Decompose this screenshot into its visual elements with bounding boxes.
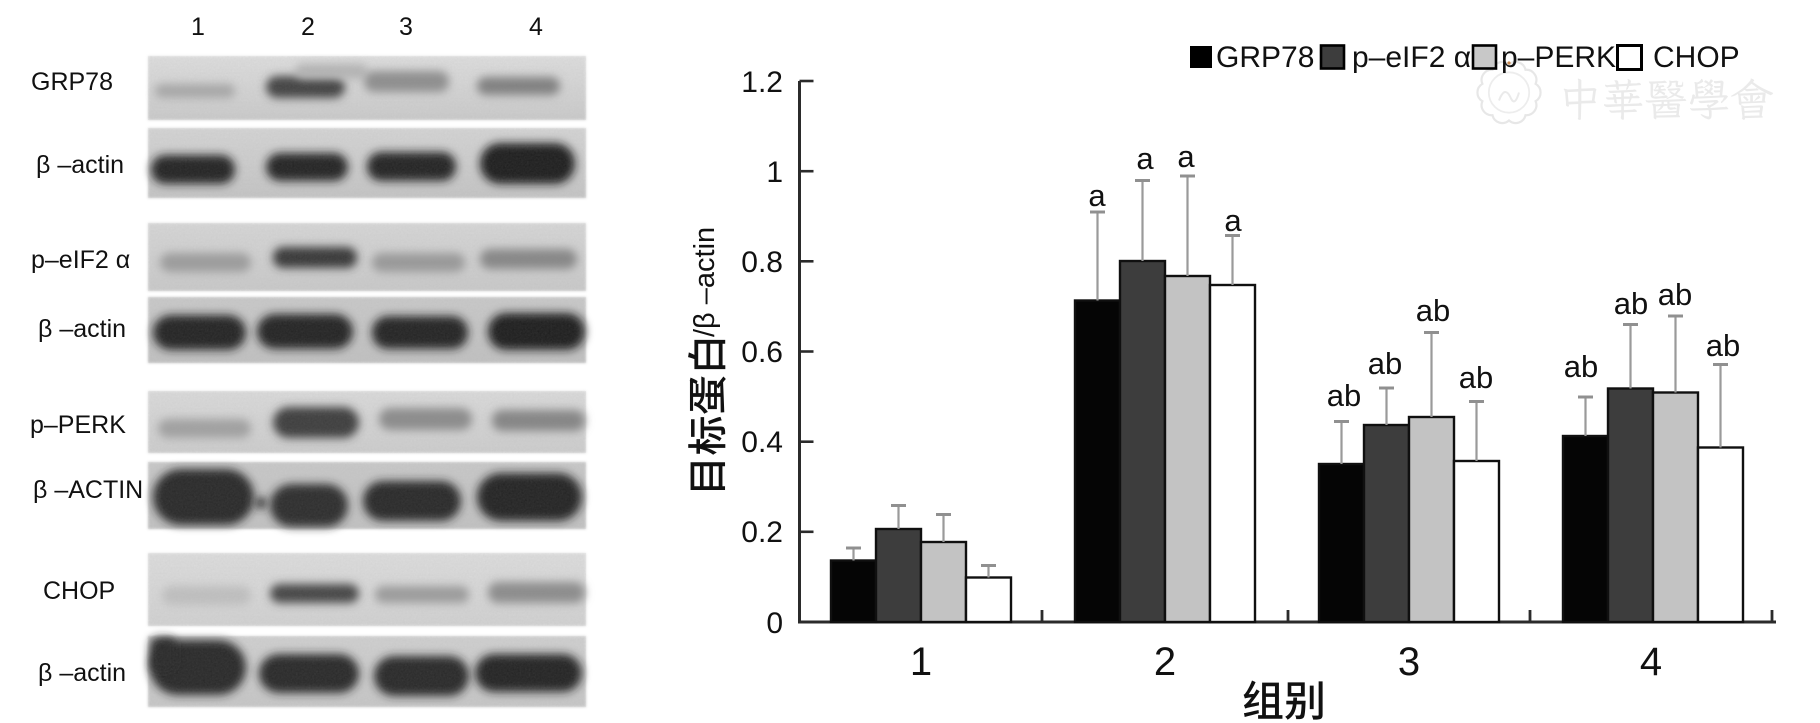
svg-text:ab: ab bbox=[1564, 349, 1598, 384]
svg-text:GRP78: GRP78 bbox=[1216, 41, 1314, 74]
svg-text:1.2: 1.2 bbox=[741, 66, 783, 99]
svg-text:0.4: 0.4 bbox=[741, 426, 783, 459]
svg-text:ab: ab bbox=[1706, 328, 1740, 363]
svg-text:0.6: 0.6 bbox=[741, 336, 783, 369]
svg-text:1: 1 bbox=[766, 156, 783, 189]
svg-text:0.2: 0.2 bbox=[741, 516, 783, 549]
svg-text:3: 3 bbox=[1398, 640, 1420, 684]
svg-text:ab: ab bbox=[1658, 277, 1692, 312]
svg-text:ab: ab bbox=[1368, 346, 1402, 381]
svg-text:CHOP: CHOP bbox=[1653, 41, 1740, 74]
svg-text:0: 0 bbox=[766, 607, 783, 640]
svg-text:ab: ab bbox=[1327, 378, 1361, 413]
svg-text:2: 2 bbox=[1154, 640, 1176, 684]
svg-text:ab: ab bbox=[1614, 286, 1648, 321]
svg-text:a: a bbox=[1136, 141, 1154, 176]
svg-text:1: 1 bbox=[910, 640, 932, 684]
svg-text:p–PERK: p–PERK bbox=[1501, 41, 1616, 74]
svg-text:a: a bbox=[1224, 203, 1242, 238]
svg-text:p–eIF2 α: p–eIF2 α bbox=[1352, 41, 1471, 74]
svg-text:ab: ab bbox=[1416, 293, 1450, 328]
svg-text:ab: ab bbox=[1459, 360, 1493, 395]
svg-text:0.8: 0.8 bbox=[741, 246, 783, 279]
svg-text:/β –actin: /β –actin bbox=[689, 227, 721, 337]
svg-text:a: a bbox=[1088, 178, 1106, 213]
svg-text:a: a bbox=[1177, 139, 1195, 174]
svg-text:4: 4 bbox=[1640, 640, 1662, 684]
